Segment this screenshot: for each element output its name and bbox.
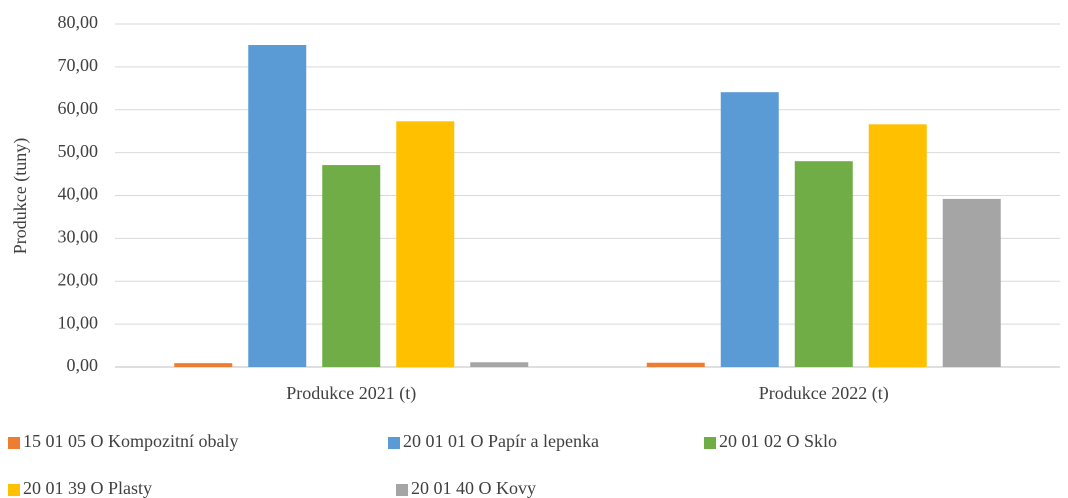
y-tick-label: 50,00	[58, 141, 99, 161]
y-tick-label: 80,00	[58, 12, 99, 32]
bar	[396, 121, 455, 367]
legend-swatch	[388, 437, 400, 449]
y-tick-label: 10,00	[58, 312, 99, 332]
legend-swatch	[8, 437, 20, 449]
bar	[942, 198, 1001, 367]
y-tick-label: 0,00	[67, 355, 99, 375]
bar	[646, 362, 705, 367]
y-tick-label: 20,00	[58, 269, 99, 289]
legend-label: 20 01 02 O Sklo	[719, 431, 837, 451]
x-tick-label: Produkce 2021 (t)	[286, 383, 416, 404]
y-tick-label: 30,00	[58, 227, 99, 247]
legend-swatch	[396, 484, 408, 496]
legend-swatch	[8, 484, 20, 496]
x-tick-label: Produkce 2022 (t)	[759, 383, 889, 404]
legend-swatch	[704, 437, 716, 449]
bar	[470, 362, 529, 367]
legend-label: 20 01 01 O Papír a lepenka	[403, 431, 599, 451]
y-tick-label: 60,00	[58, 98, 99, 118]
y-tick-label: 40,00	[58, 184, 99, 204]
legend-label: 20 01 39 O Plasty	[23, 478, 152, 498]
y-axis-label: Produkce (tuny)	[10, 138, 31, 254]
bar	[322, 165, 381, 367]
legend-label: 20 01 40 O Kovy	[411, 478, 536, 498]
bar	[868, 124, 927, 367]
legend-label: 15 01 05 O Kompozitní obaly	[23, 431, 238, 451]
bar	[720, 92, 779, 367]
bar	[248, 45, 307, 367]
y-tick-label: 70,00	[58, 55, 99, 75]
bar	[174, 363, 233, 367]
bar	[794, 161, 853, 367]
